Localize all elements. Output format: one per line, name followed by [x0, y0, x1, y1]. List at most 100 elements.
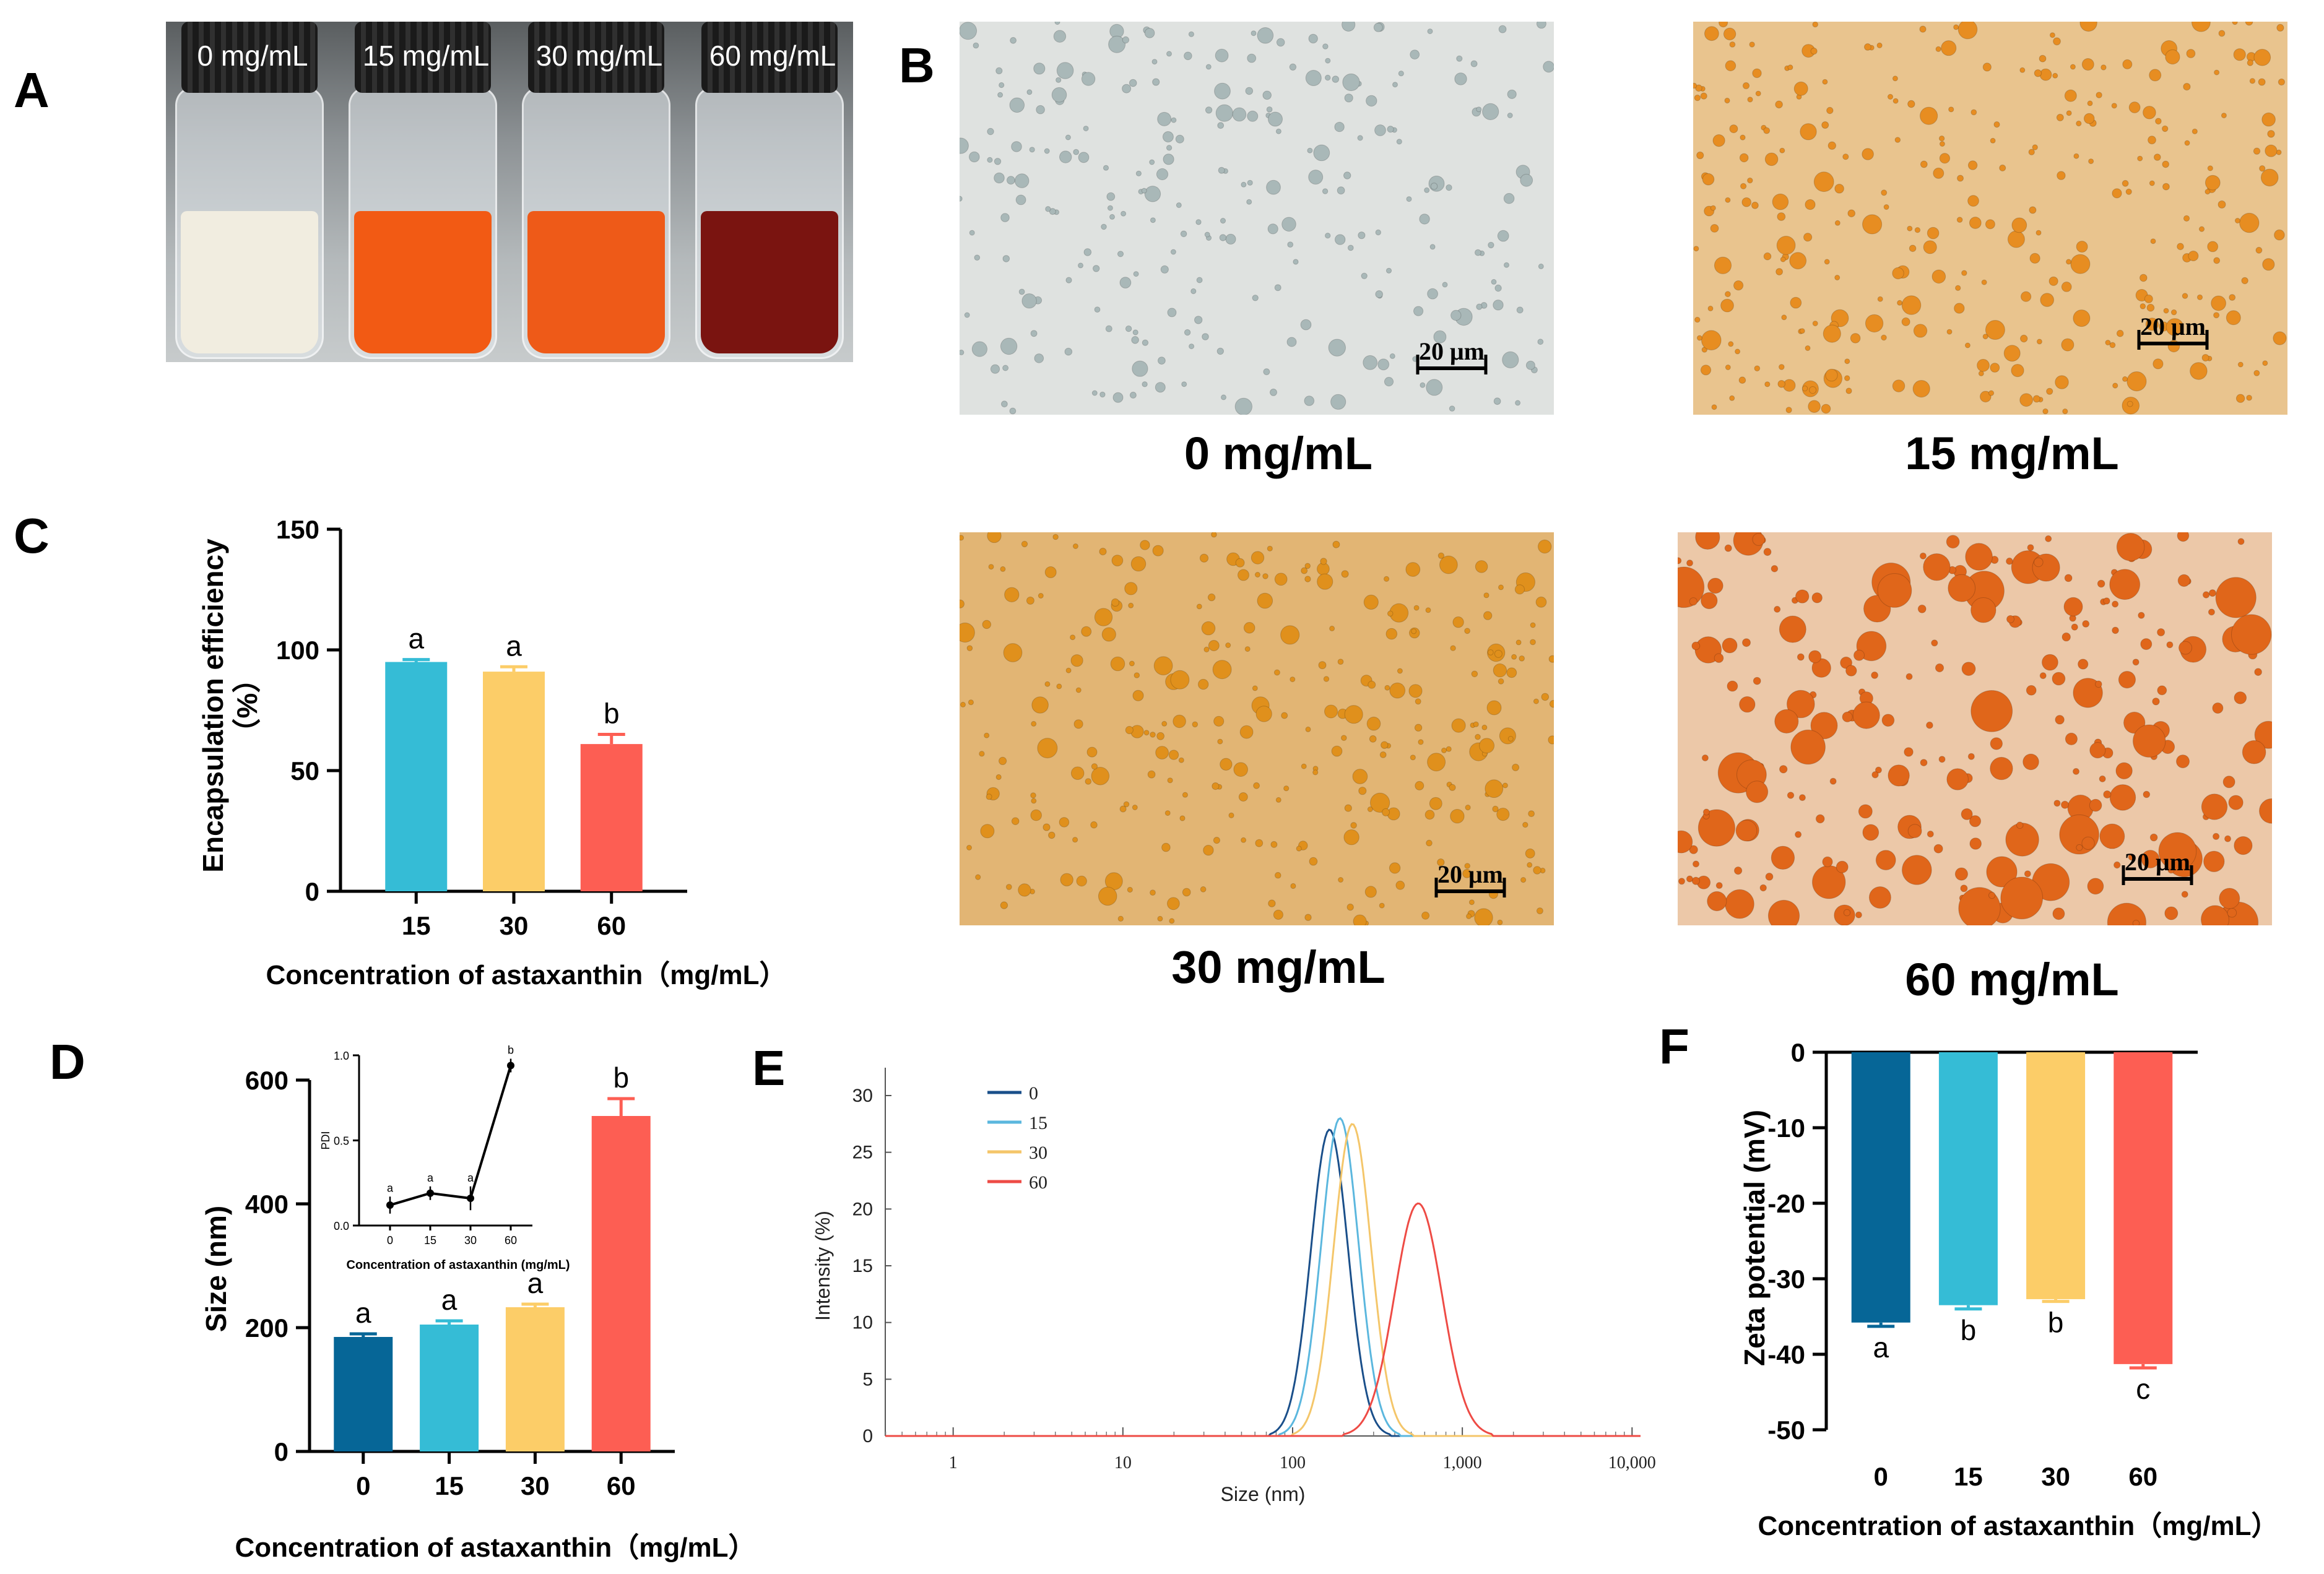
droplet	[2213, 832, 2220, 840]
droplet	[1678, 878, 1685, 885]
droplet	[2177, 532, 2190, 542]
droplet	[1106, 192, 1116, 201]
droplet	[966, 845, 972, 850]
droplet	[1111, 598, 1120, 607]
droplet	[1266, 106, 1273, 113]
droplet	[1363, 355, 1378, 370]
droplet	[1263, 368, 1270, 376]
droplet	[1307, 147, 1313, 154]
droplet	[1985, 320, 2005, 340]
vial-cap-3	[701, 22, 838, 93]
x-tick-label: 100	[1280, 1453, 1306, 1472]
droplet	[1809, 386, 1817, 394]
inset-x-tick-label: 60	[505, 1234, 517, 1247]
droplet	[973, 42, 979, 49]
droplet	[1525, 848, 1535, 858]
droplet	[1347, 244, 1354, 251]
droplet	[1375, 229, 1381, 236]
droplet	[1515, 639, 1522, 646]
droplet	[1946, 329, 1953, 335]
droplet	[1424, 810, 1435, 820]
droplet	[2061, 282, 2072, 292]
droplet	[1241, 837, 1247, 843]
droplet	[1468, 899, 1475, 906]
droplet	[2144, 294, 2153, 303]
droplet	[1170, 670, 1190, 690]
droplet	[1144, 28, 1155, 38]
droplet	[994, 172, 1005, 184]
droplet	[1121, 210, 1127, 217]
droplet	[1946, 768, 1969, 790]
droplet	[1520, 877, 1527, 883]
micrograph-caption-0: 0 mg/mL	[1184, 428, 1373, 479]
droplet	[2188, 251, 2199, 261]
droplet	[1892, 267, 1904, 280]
droplet	[2128, 102, 2141, 113]
droplet	[997, 92, 1004, 98]
droplet	[2234, 218, 2240, 223]
droplet	[2042, 654, 2058, 671]
droplet	[1305, 70, 1322, 86]
droplet	[2103, 790, 2112, 798]
y-tick-label: -20	[1767, 1189, 1805, 1218]
droplet	[1795, 589, 1810, 603]
droplet	[1131, 336, 1139, 344]
droplet	[2138, 612, 2145, 619]
droplet	[1007, 176, 1015, 185]
droplet	[1813, 171, 1834, 192]
droplet	[980, 824, 995, 839]
droplet	[1735, 348, 1741, 355]
significance-letter: a	[527, 1267, 544, 1299]
droplet	[1220, 218, 1226, 224]
droplet	[1494, 649, 1502, 658]
droplet	[1290, 677, 1296, 683]
droplet	[1954, 303, 1965, 314]
droplet	[2042, 408, 2049, 415]
y-tick-label: 0	[862, 1426, 873, 1446]
droplet	[2045, 535, 2052, 542]
droplet	[1343, 171, 1351, 179]
droplet	[1363, 594, 1379, 610]
droplet	[1241, 181, 1247, 188]
droplet	[2198, 226, 2205, 232]
droplet	[1214, 82, 1231, 100]
droplet	[1150, 217, 1156, 223]
droplet	[1091, 390, 1098, 396]
droplet	[1927, 227, 1940, 240]
droplet	[1475, 733, 1481, 740]
droplet	[1051, 87, 1067, 103]
droplet	[1530, 622, 1536, 628]
droplet	[2192, 22, 2211, 32]
droplet	[2032, 395, 2040, 403]
droplet	[1712, 134, 1725, 147]
chart-C: 0 50 100 150 15 a 30 a 60 b Concentration of astax…	[197, 515, 786, 990]
droplet	[2215, 577, 2257, 618]
droplet	[1125, 725, 1134, 735]
droplet	[2182, 293, 2188, 299]
droplet	[1907, 824, 1922, 839]
droplet	[1308, 170, 1324, 185]
droplet	[1132, 805, 1138, 810]
droplet	[1498, 584, 1504, 590]
droplet	[1262, 573, 1268, 579]
droplet	[1483, 592, 1489, 599]
droplet	[1112, 392, 1124, 403]
droplet	[1262, 90, 1272, 100]
droplet	[1988, 390, 1995, 396]
droplet	[1377, 358, 1390, 371]
micrograph-caption-60: 60 mg/mL	[1905, 954, 2119, 1005]
droplet	[2021, 291, 2032, 302]
droplet	[1967, 195, 1979, 207]
droplet	[1128, 602, 1134, 608]
droplet	[1392, 82, 1398, 88]
droplet	[1379, 902, 1385, 909]
inset-x-label: Concentration of astaxanthin (mg/mL)	[346, 1258, 570, 1272]
droplet	[1132, 360, 1148, 377]
droplet	[2205, 189, 2211, 195]
droplet	[1281, 712, 1288, 719]
droplet	[2089, 742, 2106, 759]
droplet	[1514, 584, 1525, 595]
droplet	[1695, 84, 1702, 92]
inset-series-line	[389, 1065, 512, 1206]
significance-letter: b	[613, 1062, 629, 1094]
